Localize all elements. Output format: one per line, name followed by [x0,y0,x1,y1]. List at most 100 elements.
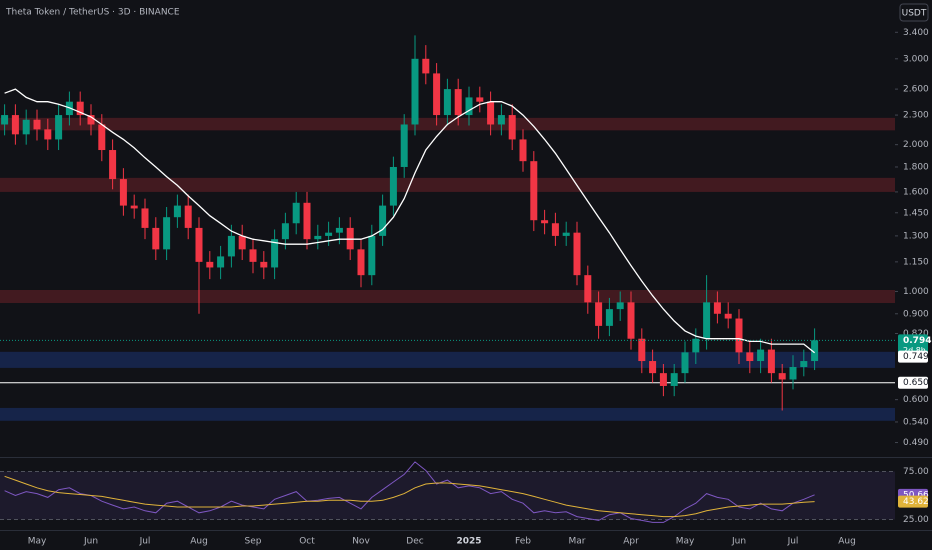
candle-body [1,115,9,125]
candle-body [238,235,246,250]
candle-body [227,235,235,257]
rsi-badge [898,495,928,508]
candle-body [692,338,700,353]
candle-body [335,227,343,233]
moving-average [4,88,816,354]
candle-body [584,275,592,303]
candle-body [443,89,451,116]
y-tick-label: 1.000 [903,287,929,297]
y-tick-label: 1.450 [903,208,929,218]
x-tick-label: Nov [352,537,370,547]
candle-body [562,232,570,236]
x-tick-label: Jun [83,537,98,547]
y-tick-label: 75.00 [903,467,929,477]
candle-body [735,318,743,353]
candle-body [541,220,549,224]
currency-button[interactable] [899,3,929,22]
candle-body [422,58,430,74]
candle-body [379,205,387,236]
candle-body [292,202,300,224]
candle-body [55,115,63,140]
candle-body [260,261,268,268]
candle-body [217,256,225,268]
price-badge [898,376,928,389]
candle-body [595,302,603,326]
candle-body [627,302,635,339]
candle-body [433,73,441,116]
candle-body [800,361,808,368]
y-tick-label: 3.400 [903,28,929,38]
x-tick-label: May [676,537,695,547]
candle-body [649,361,657,374]
y-tick-label: 0.900 [903,309,929,319]
candle-body [368,235,376,276]
candle-body [271,239,279,268]
candle-body [789,367,797,380]
candle-body [605,309,613,326]
y-tick-label: 2.000 [903,140,929,150]
candle-body [11,115,19,135]
price-zone [0,407,895,421]
candle-body [152,227,160,250]
x-tick-label: Aug [838,537,856,547]
candle-body [487,101,495,125]
candle-body [76,101,84,116]
candle-body [811,340,819,362]
candle-body [476,97,484,102]
candle-body [670,373,678,386]
price-badge-label: 0.650 [903,378,929,388]
candle-body [87,115,95,125]
price-zone [0,177,895,192]
rsi-band [0,471,895,520]
candle-body [778,373,786,380]
x-tick-label: Feb [515,537,531,547]
candle-body [551,223,559,236]
x-tick-label: Apr [623,537,639,547]
x-tick-label: Jul [787,537,799,547]
ma-badge-label: 0.749 [903,352,929,362]
candle-body [163,217,171,250]
chart-title: Theta Token / TetherUS · 3D · BINANCE [5,8,180,18]
price-zone [0,351,895,368]
y-tick-label: 3.000 [903,54,929,64]
candle-body [98,124,106,151]
x-tick-label: Jul [139,537,151,547]
y-tick-label: 0.600 [903,395,929,405]
candle-body [465,97,473,116]
candle-body [314,235,322,240]
candle-body [206,261,214,268]
candle-body [508,115,516,140]
candle-body [767,349,775,374]
x-tick-label: 2025 [456,537,481,547]
candle-body [130,205,138,209]
candle-body [33,119,41,130]
candle-body [757,349,765,362]
rsi-badge-label: 50.66 [903,490,929,500]
candle-body [22,119,30,135]
candle-body [573,232,581,276]
y-tick-label: 0.540 [903,417,929,427]
candle-body [411,58,419,125]
price-zone [0,289,895,303]
x-tick-label: May [28,537,47,547]
y-tick-label: 1.150 [903,257,929,267]
candle-body [724,313,732,319]
y-tick-label: 1.800 [903,162,929,172]
candle-body [325,232,333,236]
y-tick-label: 1.600 [903,187,929,197]
candle-body [454,89,462,116]
candle-body [746,352,754,362]
candle-body [173,205,181,218]
rsi-line [4,475,815,518]
countdown-label: 2d 8h [903,346,926,355]
candle-body [400,124,408,167]
candle-body [249,249,257,262]
y-tick-label: 1.300 [903,231,929,241]
rsi-line [4,461,815,523]
candle-body [519,139,527,162]
x-tick-label: Dec [406,537,423,547]
candle-body [44,129,52,140]
y-tick-label: 25.00 [903,515,929,525]
